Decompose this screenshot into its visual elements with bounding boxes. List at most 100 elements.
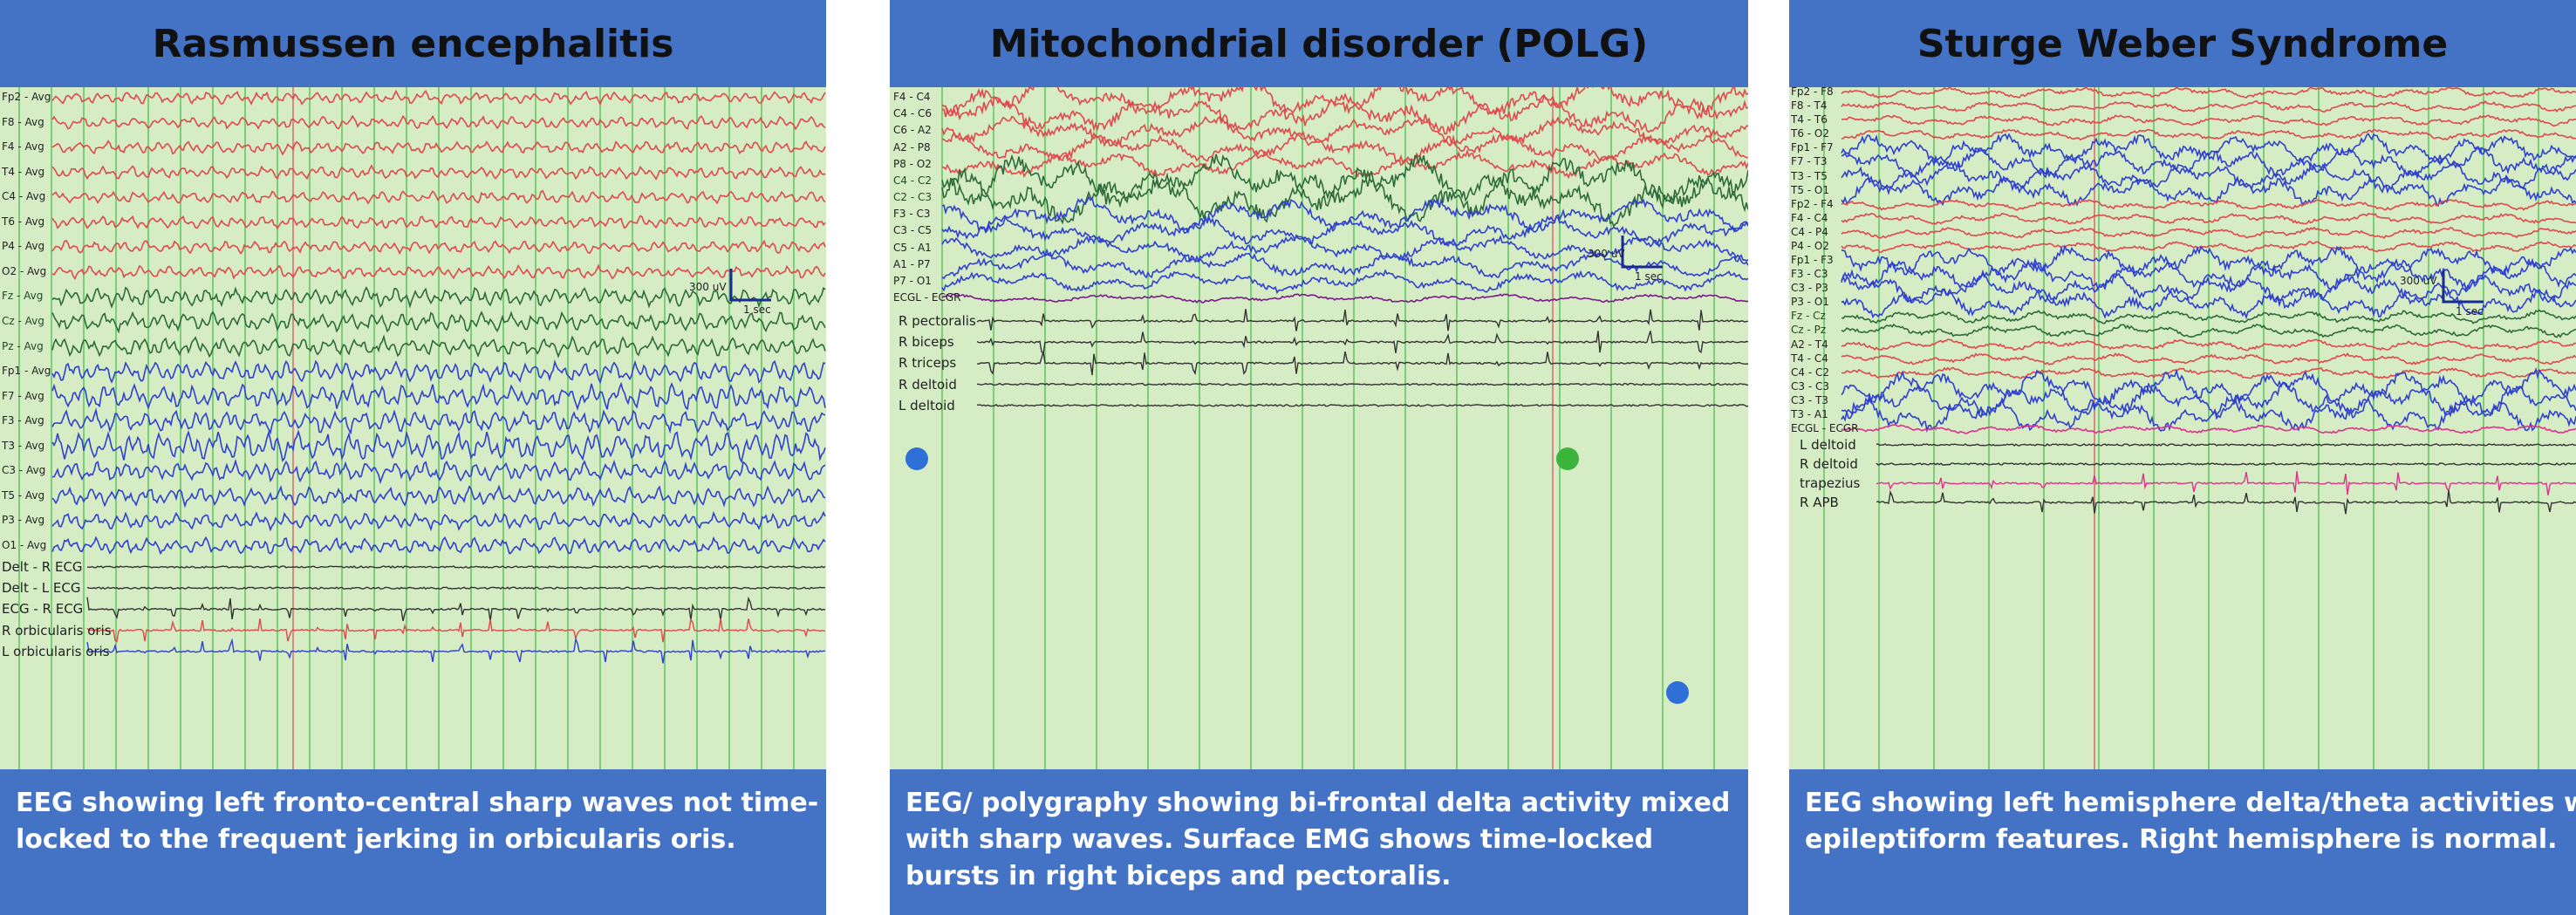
eeg-trace bbox=[1841, 338, 2576, 352]
emg-label: R biceps bbox=[899, 334, 954, 351]
eeg-trace bbox=[1841, 212, 2576, 226]
emg-trace bbox=[1876, 443, 2576, 447]
eeg-plot bbox=[1823, 87, 2576, 769]
emg-label: R deltoid bbox=[899, 376, 957, 393]
channel-label: P3 - O1 bbox=[1791, 296, 1829, 309]
eeg-trace bbox=[1841, 226, 2576, 239]
channel-label: P7 - O1 bbox=[893, 274, 932, 287]
eeg-plot bbox=[18, 87, 826, 769]
eeg-tracing: Fp2 - F8 F8 - T4 T4 - T6 T6 - O2 Fp1 - F7 F7 … bbox=[1789, 87, 2576, 769]
eeg-trace bbox=[1841, 87, 2576, 99]
channel-label: ECGL - ECGR bbox=[1791, 422, 1859, 434]
panel-caption: EEG showing left hemisphere delta/theta … bbox=[1789, 769, 2576, 915]
emg-trace bbox=[86, 637, 826, 664]
eeg-trace bbox=[51, 458, 826, 485]
eeg-trace bbox=[51, 89, 826, 106]
emg-label: L deltoid bbox=[1800, 437, 1856, 453]
scale-amplitude-label: 300 uV bbox=[2400, 275, 2437, 287]
channel-label: F3 - Avg bbox=[2, 414, 44, 427]
eeg-trace bbox=[51, 407, 826, 435]
eeg-trace bbox=[1841, 160, 2576, 195]
emg-trace bbox=[976, 351, 1748, 376]
eeg-tracing: Fp2 - Avg F8 - Avg F4 - Avg T4 - Avg C4 - Av… bbox=[0, 87, 826, 769]
channel-label: T6 - Avg bbox=[2, 215, 45, 228]
eeg-trace bbox=[941, 249, 1748, 280]
channel-label: A2 - T4 bbox=[1791, 338, 1828, 351]
eeg-trace bbox=[1841, 240, 2576, 254]
channel-label: C4 - C2 bbox=[1791, 365, 1829, 379]
channel-label: O1 - Avg bbox=[2, 539, 47, 551]
channel-label: Fp1 - F3 bbox=[1791, 254, 1834, 266]
channel-label: C3 - T3 bbox=[1791, 393, 1828, 406]
panel-title: Rasmussen encephalitis bbox=[0, 0, 826, 87]
channel-label: F8 - Avg bbox=[2, 115, 44, 128]
emg-label: L orbicularis oris bbox=[2, 643, 110, 659]
channel-label: A2 - P8 bbox=[893, 140, 931, 154]
channel-label: C4 - C6 bbox=[893, 107, 932, 120]
emg-label: R triceps bbox=[899, 355, 957, 372]
emg-trace bbox=[1876, 471, 2576, 496]
channel-label: T3 - A1 bbox=[1791, 407, 1828, 420]
channel-label: Fp2 - Avg bbox=[2, 91, 51, 103]
emg-trace bbox=[86, 586, 826, 591]
channel-label: T4 - Avg bbox=[2, 165, 45, 178]
emg-label: trapezius bbox=[1800, 475, 1861, 491]
caption-line: EEG/ polygraphy showing bi-frontal delta… bbox=[905, 788, 1731, 818]
eeg-trace bbox=[1841, 309, 2576, 324]
eeg-trace bbox=[51, 239, 826, 256]
emg-label: R deltoid bbox=[1800, 456, 1858, 472]
caption-line: with sharp waves. Surface EMG shows time… bbox=[905, 824, 1654, 855]
eeg-trace bbox=[51, 286, 826, 309]
caption-line: locked to the frequent jerking in orbicu… bbox=[16, 824, 736, 855]
channel-label: C4 - C2 bbox=[893, 174, 932, 187]
eeg-trace bbox=[51, 164, 826, 181]
emg-trace bbox=[976, 331, 1748, 355]
scale-bar bbox=[729, 269, 771, 302]
eeg-trace bbox=[1841, 395, 2576, 434]
emg-label: L deltoid bbox=[899, 397, 955, 413]
channel-label: C2 - C3 bbox=[893, 191, 932, 203]
scale-time-label: 1 sec bbox=[743, 304, 771, 316]
marker-dot bbox=[905, 447, 928, 470]
eeg-trace bbox=[941, 149, 1748, 180]
channel-label: C4 - P4 bbox=[1791, 225, 1828, 238]
eeg-trace bbox=[941, 269, 1748, 295]
channel-label: A1 - P7 bbox=[893, 257, 931, 270]
channel-label: F4 - Avg bbox=[2, 140, 44, 154]
channel-label: P8 - O2 bbox=[893, 157, 932, 170]
eeg-trace bbox=[941, 293, 1748, 304]
channel-label: T3 - T5 bbox=[1791, 169, 1828, 182]
channel-label: C6 - A2 bbox=[893, 124, 932, 137]
eeg-trace bbox=[941, 234, 1748, 263]
emg-trace bbox=[86, 618, 826, 643]
eeg-trace bbox=[942, 87, 1748, 120]
eeg-trace bbox=[51, 334, 826, 358]
eeg-trace bbox=[1841, 174, 2576, 208]
panel-caption: EEG showing left fronto-central sharp wa… bbox=[0, 769, 826, 915]
scale-time-label: 1 sec bbox=[1635, 270, 1663, 283]
channel-label: Fp1 - Avg bbox=[2, 365, 51, 378]
eeg-plot bbox=[941, 87, 1748, 769]
channel-label: Fp1 - F7 bbox=[1791, 141, 1834, 154]
channel-label: C3 - C3 bbox=[1791, 379, 1829, 393]
eeg-trace bbox=[51, 536, 826, 556]
scale-amplitude-label: 300 uV bbox=[1588, 248, 1625, 260]
channel-label: Fz - Cz bbox=[1791, 310, 1826, 323]
eeg-trace bbox=[941, 115, 1748, 147]
eeg-trace bbox=[1841, 257, 2576, 292]
channel-label: F4 - C4 bbox=[1791, 211, 1828, 224]
eeg-trace bbox=[1841, 147, 2576, 180]
scale-bar bbox=[2442, 270, 2484, 304]
channel-label: T5 - O1 bbox=[1791, 183, 1830, 196]
eeg-tracing: F4 - C4 C4 - C6 C6 - A2 A2 - P8 P8 - O2 C4 - … bbox=[890, 87, 1748, 769]
eeg-trace bbox=[1841, 366, 2576, 379]
channel-label: F3 - C3 bbox=[1791, 268, 1828, 281]
eeg-trace bbox=[941, 215, 1748, 249]
panel-title: Mitochondrial disorder (POLG) bbox=[890, 0, 1748, 87]
marker-dot bbox=[1556, 447, 1579, 470]
eeg-trace bbox=[1841, 352, 2576, 365]
eeg-trace bbox=[941, 195, 1748, 235]
eeg-trace bbox=[51, 359, 826, 385]
caption-line: EEG showing left fronto-central sharp wa… bbox=[16, 788, 819, 818]
channel-label: T5 - Avg bbox=[2, 488, 45, 502]
